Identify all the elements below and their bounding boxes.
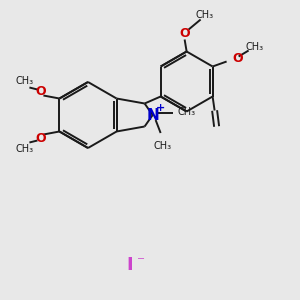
Text: N: N: [146, 107, 159, 122]
Text: ⁻: ⁻: [137, 254, 145, 269]
Text: I: I: [127, 256, 133, 274]
Text: +: +: [156, 103, 165, 113]
Text: CH₃: CH₃: [154, 141, 172, 151]
Text: O: O: [35, 132, 46, 145]
Text: CH₃: CH₃: [15, 76, 34, 85]
Text: CH₃: CH₃: [245, 41, 264, 52]
Text: CH₃: CH₃: [15, 145, 34, 154]
Text: O: O: [35, 85, 46, 98]
Text: O: O: [232, 52, 243, 65]
Text: CH₃: CH₃: [196, 10, 214, 20]
Text: CH₃: CH₃: [178, 107, 196, 117]
Text: O: O: [179, 27, 190, 40]
